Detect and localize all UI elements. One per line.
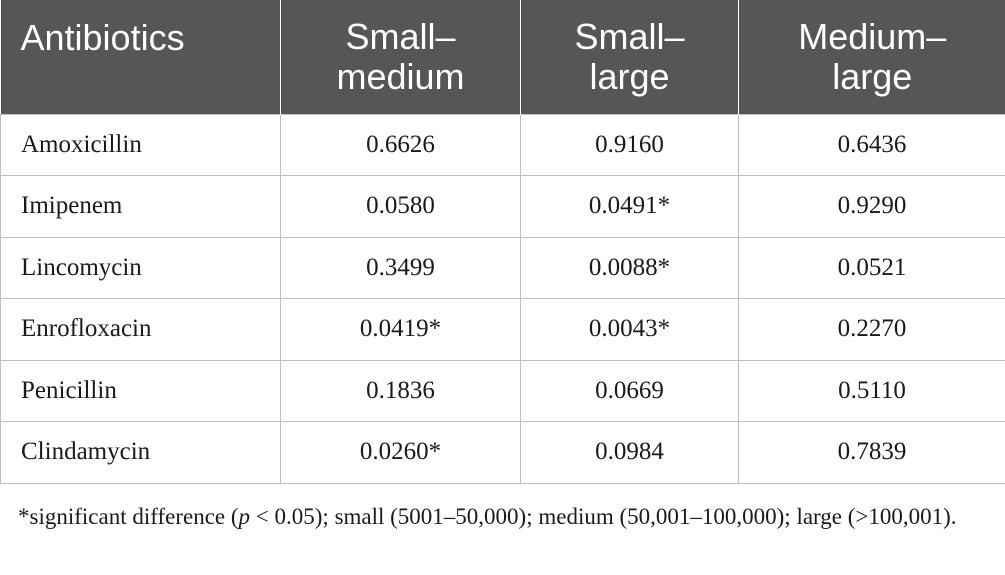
cell-small-medium: 0.3499	[280, 236, 521, 299]
cell-small-large: 0.0984	[520, 421, 739, 484]
cell-small-large: 0.0043*	[520, 298, 739, 361]
cell-antibiotic: Amoxicillin	[0, 113, 281, 176]
cell-antibiotic: Imipenem	[0, 175, 281, 238]
table-body: Amoxicillin 0.6626 0.9160 0.6436 Imipene…	[0, 113, 1005, 484]
cell-small-medium: 0.0260*	[280, 421, 521, 484]
table-row: Penicillin 0.1836 0.0669 0.5110	[0, 359, 1005, 422]
cell-small-large: 0.0088*	[520, 236, 739, 299]
table-row: Imipenem 0.0580 0.0491* 0.9290	[0, 175, 1005, 238]
table-header: Antibiotics Small– medium Small– large M…	[0, 0, 1005, 114]
cell-antibiotic: Penicillin	[0, 359, 281, 422]
header-medium-large-line1: Medium–	[798, 15, 947, 57]
cell-small-large: 0.0491*	[520, 175, 739, 238]
cell-antibiotic: Clindamycin	[0, 421, 281, 484]
table-row: Lincomycin 0.3499 0.0088* 0.0521	[0, 236, 1005, 299]
header-small-medium-line2: medium	[336, 55, 465, 97]
footnote-p-symbol: p	[238, 504, 251, 529]
footnote-text-start: *significant difference (	[18, 504, 239, 529]
cell-antibiotic: Enrofloxacin	[0, 298, 281, 361]
table-row: Enrofloxacin 0.0419* 0.0043* 0.2270	[0, 298, 1005, 361]
antibiotic-comparison-table: Antibiotics Small– medium Small– large M…	[0, 0, 1005, 484]
cell-antibiotic: Lincomycin	[0, 236, 281, 299]
header-small-medium: Small– medium	[280, 0, 521, 114]
footnote-text-end: < 0.05); small (5001–50,000); medium (50…	[250, 504, 957, 529]
cell-medium-large: 0.2270	[738, 298, 1005, 361]
cell-small-medium: 0.1836	[280, 359, 521, 422]
cell-small-medium: 0.0580	[280, 175, 521, 238]
cell-medium-large: 0.7839	[738, 421, 1005, 484]
table-footnote: *significant difference (p < 0.05); smal…	[18, 500, 978, 533]
header-small-large-line2: large	[589, 55, 670, 97]
cell-small-medium: 0.0419*	[280, 298, 521, 361]
cell-medium-large: 0.0521	[738, 236, 1005, 299]
cell-small-large: 0.0669	[520, 359, 739, 422]
cell-small-medium: 0.6626	[280, 113, 521, 176]
header-antibiotics-line1: Antibiotics	[20, 17, 185, 58]
header-antibiotics: Antibiotics	[1, 0, 281, 114]
header-row: Antibiotics Small– medium Small– large M…	[0, 0, 1005, 114]
cell-medium-large: 0.5110	[738, 359, 1005, 422]
data-table: Antibiotics Small– medium Small– large M…	[0, 0, 1005, 484]
header-small-medium-line1: Small–	[345, 15, 456, 57]
header-medium-large: Medium– large	[738, 0, 1005, 114]
cell-medium-large: 0.9290	[738, 175, 1005, 238]
header-small-large-line1: Small–	[574, 15, 685, 57]
cell-small-large: 0.9160	[520, 113, 739, 176]
header-small-large: Small– large	[520, 0, 739, 114]
header-medium-large-line2: large	[832, 55, 913, 97]
cell-medium-large: 0.6436	[738, 113, 1005, 176]
table-row: Amoxicillin 0.6626 0.9160 0.6436	[0, 113, 1005, 176]
table-row: Clindamycin 0.0260* 0.0984 0.7839	[0, 421, 1005, 484]
